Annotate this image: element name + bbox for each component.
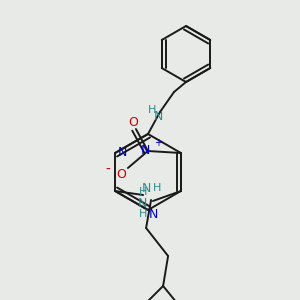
Text: N: N xyxy=(117,146,127,158)
Text: H: H xyxy=(139,209,147,219)
Text: N: N xyxy=(148,208,158,221)
Text: +: + xyxy=(154,138,162,148)
Text: N: N xyxy=(153,110,163,122)
Text: H: H xyxy=(139,187,147,197)
Text: H: H xyxy=(148,105,156,115)
Text: -: - xyxy=(106,163,110,177)
Text: O: O xyxy=(116,167,126,181)
Text: H: H xyxy=(153,183,161,193)
Text: N: N xyxy=(138,196,148,209)
Text: O: O xyxy=(128,116,138,128)
Text: N: N xyxy=(141,143,151,157)
Text: N: N xyxy=(141,182,151,194)
